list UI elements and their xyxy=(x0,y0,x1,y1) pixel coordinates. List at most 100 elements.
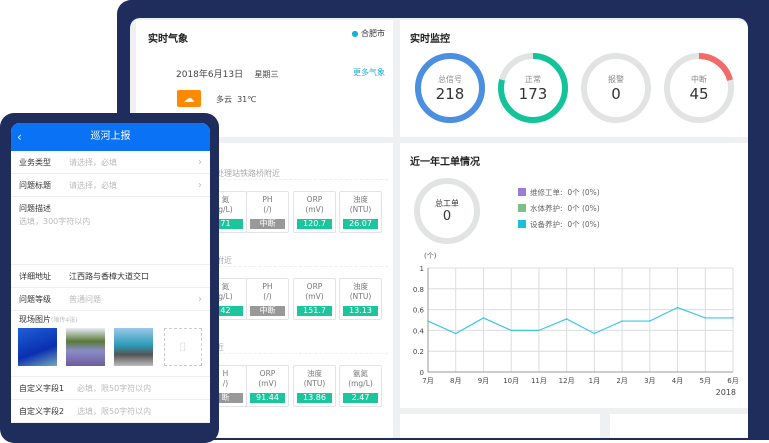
ring-3: 中断 45 xyxy=(663,52,735,124)
y-tick-label: 0.8 xyxy=(413,286,424,294)
ring-label: 报警 xyxy=(608,75,624,84)
sensor-value: 2.47 xyxy=(343,393,378,403)
add-photo-camera-icon[interactable]: ⌷ xyxy=(164,328,202,366)
sensor-name: ORP xyxy=(259,369,276,378)
ring-progress xyxy=(415,53,485,123)
bottom-card-2 xyxy=(610,414,748,438)
sensor-card[interactable]: PH (/) 中断 xyxy=(246,278,289,320)
field-level[interactable]: 问题等级 普通问题 › xyxy=(11,288,210,311)
data-point xyxy=(427,320,429,322)
sensor-unit: g/L) xyxy=(218,205,233,214)
photo-thumb[interactable] xyxy=(18,328,57,366)
back-icon[interactable]: ‹ xyxy=(17,130,22,144)
legend-item: 维修工单: 0个 (0%) xyxy=(518,187,600,198)
sensor-name: 氨氮 xyxy=(353,369,368,378)
legend-item: 设备养护: 0个 (0%) xyxy=(518,219,600,230)
sensor-unit: (/) xyxy=(263,292,272,301)
location-pin-icon: ● xyxy=(351,29,359,38)
sensor-card[interactable]: ORP (mV) 91.44 xyxy=(246,365,289,407)
workorder-title: 近一年工单情况 xyxy=(410,157,480,168)
sensor-name: ORP xyxy=(306,282,323,291)
sensor-unit: (NTU) xyxy=(349,205,372,214)
sensor-card[interactable]: 浊度 (NTU) 26.07 xyxy=(339,191,382,233)
data-point xyxy=(621,320,623,322)
sensor-card[interactable]: 浊度 (NTU) 13.86 xyxy=(293,365,336,407)
photo-thumb[interactable] xyxy=(114,328,153,366)
sensor-name: H xyxy=(222,369,229,378)
sensor-card[interactable]: ORP (mV) 120.7 xyxy=(293,191,336,233)
field-issue-title[interactable]: 问题标题 请选择，必填 › xyxy=(11,174,210,197)
field-custom-1[interactable]: 自定义字段1 必填，限50字符以内 xyxy=(11,377,210,400)
sensor-name: 浊度 xyxy=(353,195,368,204)
sensor-value: 中断 xyxy=(250,306,285,316)
ring-value: 0 xyxy=(611,85,621,103)
data-point xyxy=(704,317,707,319)
x-tick-label: 4月 xyxy=(672,377,683,385)
more-weather-link[interactable]: 更多气象 xyxy=(353,68,385,77)
x-tick-label: 11月 xyxy=(531,377,547,385)
sensor-unit: (/) xyxy=(263,205,272,214)
weather-title: 实时气象 xyxy=(148,34,188,45)
field-description[interactable]: 问题描述 选填，300字符以内 xyxy=(11,197,210,265)
weather-date: 2018年6月13日 星期三 xyxy=(176,70,279,80)
site-name: 闸 xyxy=(208,325,388,336)
series-line xyxy=(427,306,733,335)
sensor-card[interactable]: PH (/) 中断 xyxy=(246,191,289,233)
legend-item: 水体养护: 0个 (0%) xyxy=(518,203,600,214)
phone-screen: ‹ 巡河上报 业务类型 请选择，必填 › 问题标题 请选择，必填 › 问题描述 选填，3… xyxy=(11,123,210,423)
ring-value: 45 xyxy=(689,85,709,103)
total-ring xyxy=(414,178,480,244)
city-selector[interactable]: ● 合肥市 xyxy=(351,28,385,39)
photos-label: 现场图片 xyxy=(19,315,51,324)
legend-swatch xyxy=(518,220,526,228)
sensor-value: 13.13 xyxy=(343,306,378,316)
chevron-right-icon: › xyxy=(198,294,202,305)
sensor-name: PH xyxy=(262,282,273,291)
sensor-unit: (mV) xyxy=(305,292,324,301)
partly-cloudy-icon: ☁ xyxy=(177,90,201,107)
sensor-value: 120.7 xyxy=(297,219,332,229)
y-tick-label: 0.6 xyxy=(413,307,425,315)
sensor-unit: (NTU) xyxy=(303,379,326,388)
x-tick-label: 9月 xyxy=(478,377,489,385)
y-unit-label: (个) xyxy=(424,252,437,260)
site-location: 附近 xyxy=(208,342,388,354)
data-point xyxy=(649,320,651,322)
ring-progress xyxy=(664,53,734,123)
data-point xyxy=(510,329,512,332)
ring-progress xyxy=(498,53,568,123)
data-point xyxy=(732,317,734,319)
sensor-value: 中断 xyxy=(250,219,285,229)
sensor-value: 151.7 xyxy=(297,306,332,316)
sensor-card[interactable]: 氨氮 (mg/L) 2.47 xyxy=(339,365,382,407)
ring-label: 中断 xyxy=(691,75,707,84)
sensor-name: 浊度 xyxy=(307,369,322,378)
field-business-type[interactable]: 业务类型 请选择，必填 › xyxy=(11,151,210,174)
x-tick-label: 3月 xyxy=(644,377,655,385)
sensor-name: 氮 xyxy=(221,282,230,291)
data-point xyxy=(593,332,596,335)
phone-title: 巡河上报 xyxy=(90,131,131,142)
total-value: 0 xyxy=(442,209,452,224)
dashboard: 实时气象 ● 合肥市 2018年6月13日 星期三 更多气象 ☁ 多云 31℃ … xyxy=(130,18,748,438)
photos-section: 现场图片(限传4张) ⌷ xyxy=(11,311,210,377)
sensor-unit: g/L) xyxy=(218,292,233,301)
sensor-name: PH xyxy=(262,195,273,204)
site-name: 桥附近 xyxy=(208,255,388,267)
sensor-card[interactable]: ORP (mV) 151.7 xyxy=(293,278,336,320)
sensor-value: 13.86 xyxy=(297,393,332,403)
sensor-unit: (mg/L) xyxy=(348,379,373,388)
sensor-card[interactable]: 浊度 (NTU) 13.13 xyxy=(339,278,382,320)
field-address[interactable]: 详细地址 江西路与香樟大道交口 xyxy=(11,265,210,288)
x-tick-label: 8月 xyxy=(450,377,461,385)
ring-0: 总信号 218 xyxy=(414,52,486,124)
ring-label: 总信号 xyxy=(438,75,462,84)
data-point xyxy=(538,329,540,332)
x-tick-label: 7月 xyxy=(422,377,433,385)
photo-thumb[interactable] xyxy=(66,328,105,366)
chevron-right-icon: › xyxy=(198,157,202,168)
legend-swatch xyxy=(518,188,526,196)
phone-header: ‹ 巡河上报 xyxy=(11,123,210,151)
data-point xyxy=(482,317,485,319)
x-tick-label: 6月 xyxy=(727,377,738,385)
